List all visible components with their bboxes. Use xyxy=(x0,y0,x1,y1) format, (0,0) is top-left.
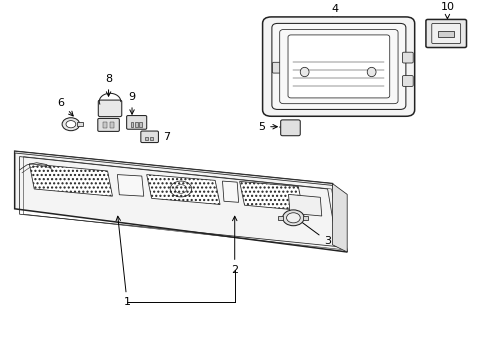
Polygon shape xyxy=(146,175,220,204)
Polygon shape xyxy=(15,151,346,252)
Polygon shape xyxy=(239,181,303,211)
Text: 7: 7 xyxy=(153,132,169,142)
Bar xyxy=(110,122,114,128)
Circle shape xyxy=(66,121,76,128)
FancyBboxPatch shape xyxy=(272,62,283,73)
Polygon shape xyxy=(222,181,238,202)
Text: 6: 6 xyxy=(58,98,73,116)
Text: 2: 2 xyxy=(231,216,238,275)
Bar xyxy=(149,137,153,140)
Ellipse shape xyxy=(366,67,375,77)
Text: 3: 3 xyxy=(296,218,330,246)
FancyBboxPatch shape xyxy=(402,76,412,86)
Text: 8: 8 xyxy=(105,74,112,96)
FancyBboxPatch shape xyxy=(98,100,122,117)
Bar xyxy=(103,122,107,128)
FancyBboxPatch shape xyxy=(126,116,146,129)
Bar xyxy=(437,31,453,37)
FancyBboxPatch shape xyxy=(271,23,405,109)
Text: 4: 4 xyxy=(331,4,338,21)
Bar xyxy=(135,122,138,127)
FancyBboxPatch shape xyxy=(431,23,460,44)
FancyBboxPatch shape xyxy=(141,131,158,143)
Polygon shape xyxy=(332,184,346,252)
Bar xyxy=(139,122,142,127)
FancyBboxPatch shape xyxy=(262,17,414,116)
Bar xyxy=(77,122,82,126)
FancyBboxPatch shape xyxy=(402,52,412,63)
Text: 1: 1 xyxy=(116,216,130,307)
Polygon shape xyxy=(15,151,332,185)
Circle shape xyxy=(286,213,300,223)
Circle shape xyxy=(62,118,80,131)
Bar xyxy=(278,216,283,220)
Bar xyxy=(302,216,307,220)
FancyBboxPatch shape xyxy=(287,35,389,98)
Text: 5: 5 xyxy=(258,122,277,132)
Polygon shape xyxy=(288,194,321,216)
FancyBboxPatch shape xyxy=(280,120,300,136)
FancyBboxPatch shape xyxy=(279,30,397,104)
Text: 10: 10 xyxy=(440,2,453,19)
Bar xyxy=(144,137,148,140)
Text: 9: 9 xyxy=(128,92,135,114)
FancyBboxPatch shape xyxy=(98,118,119,131)
Polygon shape xyxy=(29,164,112,196)
Bar xyxy=(130,122,133,127)
Circle shape xyxy=(282,210,304,226)
Ellipse shape xyxy=(300,67,308,77)
Polygon shape xyxy=(117,175,143,196)
FancyBboxPatch shape xyxy=(425,19,466,48)
